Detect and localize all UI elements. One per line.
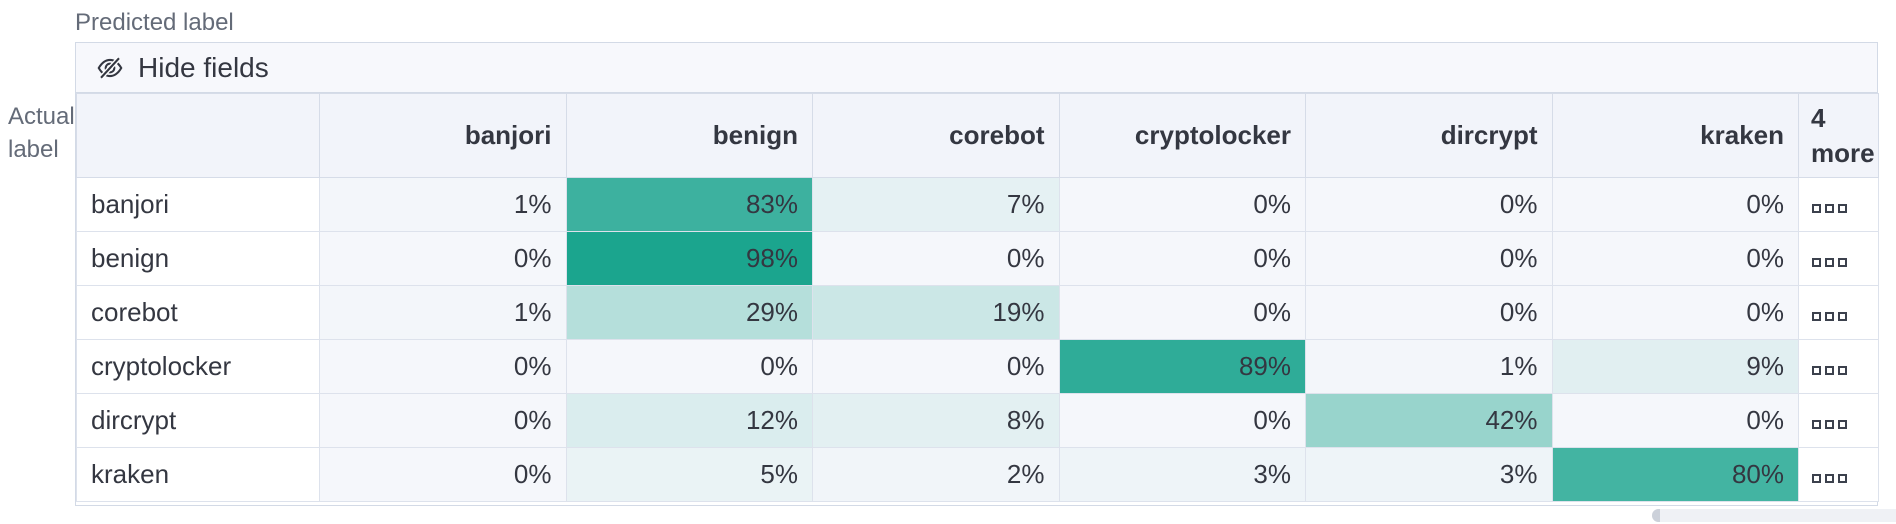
row-label-dircrypt: dircrypt — [76, 393, 320, 448]
cell-corebot-banjori: 1% — [319, 285, 567, 340]
cell-corebot-corebot: 19% — [812, 285, 1060, 340]
cell-cryptolocker-benign: 0% — [565, 339, 813, 394]
column-header-benign[interactable]: benign — [565, 93, 813, 178]
actual-label-line2: label — [8, 136, 59, 163]
cell-corebot-benign: 29% — [565, 285, 813, 340]
cell-dircrypt-benign: 12% — [565, 393, 813, 448]
row-label-banjori: banjori — [76, 177, 320, 232]
cell-benign-cryptolocker: 0% — [1058, 231, 1306, 286]
table-row-banjori: banjori 1% 83% 7% 0% 0% 0% — [76, 177, 1879, 232]
cell-banjori-dircrypt: 0% — [1305, 177, 1553, 232]
cell-dircrypt-cryptolocker: 0% — [1058, 393, 1306, 448]
boxes-horizontal-icon — [1812, 474, 1847, 483]
row-more-actions-corebot[interactable] — [1798, 285, 1879, 340]
row-label-cryptolocker: cryptolocker — [76, 339, 320, 394]
cell-benign-kraken: 0% — [1551, 231, 1799, 286]
boxes-horizontal-icon — [1812, 258, 1847, 267]
cell-dircrypt-banjori: 0% — [319, 393, 567, 448]
cell-corebot-kraken: 0% — [1551, 285, 1799, 340]
predicted-label: Predicted label — [75, 9, 234, 36]
cell-banjori-corebot: 7% — [812, 177, 1060, 232]
corner-cell — [76, 93, 320, 178]
more-label: more — [1811, 137, 1875, 168]
header-row: banjori benign corebot cryptolocker dircrypt… — [76, 93, 1879, 178]
row-label-kraken: kraken — [76, 447, 320, 502]
row-label-corebot: corebot — [76, 285, 320, 340]
row-more-actions-cryptolocker[interactable] — [1798, 339, 1879, 394]
confusion-matrix-table: banjori benign corebot cryptolocker dircrypt… — [76, 93, 1879, 502]
table-row-dircrypt: dircrypt 0% 12% 8% 0% 42% 0% — [76, 393, 1879, 448]
cell-cryptolocker-banjori: 0% — [319, 339, 567, 394]
boxes-horizontal-icon — [1812, 204, 1847, 213]
cell-corebot-dircrypt: 0% — [1305, 285, 1553, 340]
cell-banjori-benign: 83% — [565, 177, 813, 232]
actual-label-line1: Actual — [8, 103, 75, 130]
cell-benign-banjori: 0% — [319, 231, 567, 286]
hide-fields-button[interactable]: Hide fields — [76, 43, 1877, 93]
row-label-benign: benign — [76, 231, 320, 286]
row-more-actions-dircrypt[interactable] — [1798, 393, 1879, 448]
cell-benign-benign: 98% — [565, 231, 813, 286]
cell-benign-dircrypt: 0% — [1305, 231, 1553, 286]
cell-dircrypt-corebot: 8% — [812, 393, 1060, 448]
table-row-benign: benign 0% 98% 0% 0% 0% 0% — [76, 231, 1879, 286]
cell-corebot-cryptolocker: 0% — [1058, 285, 1306, 340]
eye-closed-icon — [97, 56, 123, 79]
cell-banjori-cryptolocker: 0% — [1058, 177, 1306, 232]
boxes-horizontal-icon — [1812, 420, 1847, 429]
cell-kraken-benign: 5% — [565, 447, 813, 502]
row-more-actions-banjori[interactable] — [1798, 177, 1879, 232]
column-header-kraken[interactable]: kraken — [1551, 93, 1799, 178]
cell-cryptolocker-corebot: 0% — [812, 339, 1060, 394]
cell-banjori-banjori: 1% — [319, 177, 567, 232]
column-header-more[interactable]: 4 more — [1798, 93, 1879, 178]
row-more-actions-kraken[interactable] — [1798, 447, 1879, 502]
cell-kraken-corebot: 2% — [812, 447, 1060, 502]
confusion-matrix-grid: Hide fields banjori benign corebot cryptolo… — [75, 42, 1879, 506]
cell-kraken-banjori: 0% — [319, 447, 567, 502]
boxes-horizontal-icon — [1812, 312, 1847, 321]
cell-benign-corebot: 0% — [812, 231, 1060, 286]
hide-fields-label: Hide fields — [138, 51, 269, 83]
cell-kraken-kraken: 80% — [1551, 447, 1799, 502]
cell-dircrypt-dircrypt: 42% — [1305, 393, 1553, 448]
table-row-kraken: kraken 0% 5% 2% 3% 3% 80% — [76, 447, 1879, 502]
cell-banjori-kraken: 0% — [1551, 177, 1799, 232]
cell-kraken-dircrypt: 3% — [1305, 447, 1553, 502]
cell-cryptolocker-dircrypt: 1% — [1305, 339, 1553, 394]
boxes-horizontal-icon — [1812, 366, 1847, 375]
actual-label: Actual label — [8, 100, 75, 166]
table-row-corebot: corebot 1% 29% 19% 0% 0% 0% — [76, 285, 1879, 340]
column-header-corebot[interactable]: corebot — [812, 93, 1060, 178]
column-header-cryptolocker[interactable]: cryptolocker — [1058, 93, 1306, 178]
column-header-banjori[interactable]: banjori — [319, 93, 567, 178]
horizontal-scrollbar[interactable] — [1652, 509, 1896, 522]
cell-cryptolocker-cryptolocker: 89% — [1058, 339, 1306, 394]
cell-kraken-cryptolocker: 3% — [1058, 447, 1306, 502]
cell-cryptolocker-kraken: 9% — [1551, 339, 1799, 394]
more-count: 4 — [1811, 102, 1826, 133]
cell-dircrypt-kraken: 0% — [1551, 393, 1799, 448]
column-header-dircrypt[interactable]: dircrypt — [1305, 93, 1553, 178]
row-more-actions-benign[interactable] — [1798, 231, 1879, 286]
table-row-cryptolocker: cryptolocker 0% 0% 0% 89% 1% 9% — [76, 339, 1879, 394]
